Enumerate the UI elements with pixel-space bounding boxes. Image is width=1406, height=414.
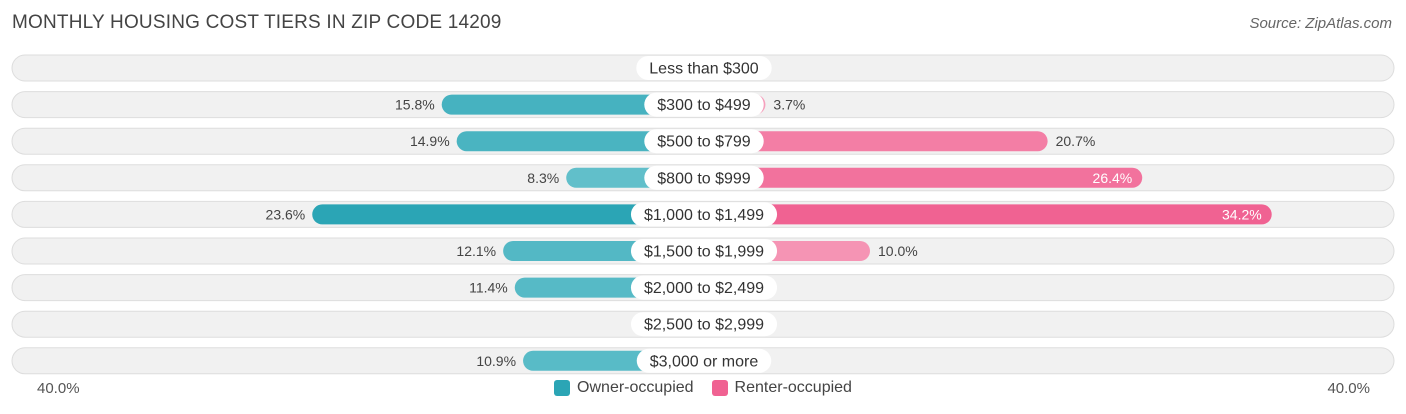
value-label-owner: 11.4% xyxy=(469,280,508,296)
bar-renter xyxy=(704,131,1048,152)
legend-swatch-renter xyxy=(711,380,728,396)
category-label: $2,500 to $2,999 xyxy=(644,317,764,334)
category-label: $300 to $499 xyxy=(657,97,751,114)
bar-owner xyxy=(456,131,704,152)
legend-swatch-owner xyxy=(554,380,571,396)
legend-label-renter: Renter-occupied xyxy=(734,379,852,396)
axis-label-right: 40.0% xyxy=(1327,380,1370,397)
category-pill xyxy=(630,275,778,300)
value-label-owner: 10.9% xyxy=(476,353,516,369)
category-pill xyxy=(630,239,778,263)
category-label: $1,500 to $1,999 xyxy=(644,244,764,261)
legend-item-renter[interactable]: Renter-occupied xyxy=(711,379,852,397)
category-label: $2,000 to $2,499 xyxy=(644,280,764,297)
value-label-renter: 3.7% xyxy=(773,97,805,113)
category-label: Less than $300 xyxy=(649,61,759,78)
category-pill xyxy=(636,56,772,80)
value-label-owner: 15.8% xyxy=(395,97,435,113)
bar-owner xyxy=(441,94,704,115)
category-label: $500 to $799 xyxy=(657,134,751,151)
category-pill xyxy=(630,202,778,227)
value-label-renter: 20.7% xyxy=(1056,133,1096,149)
axis-label-left: 40.0% xyxy=(37,380,80,397)
legend-label-owner: Owner-occupied xyxy=(577,379,694,396)
category-label: $3,000 or more xyxy=(650,353,759,370)
legend: Owner-occupied Renter-occupied xyxy=(0,379,1406,397)
value-label-owner: 23.6% xyxy=(266,206,306,222)
value-label-renter: 34.2% xyxy=(1222,206,1262,222)
legend-item-owner[interactable]: Owner-occupied xyxy=(554,379,694,397)
value-label-renter: 10.0% xyxy=(878,243,918,259)
category-pill xyxy=(644,129,764,154)
bar-owner xyxy=(312,204,704,225)
category-label: $1,000 to $1,499 xyxy=(644,207,764,224)
category-pill xyxy=(630,312,778,337)
chart-source: Source: ZipAtlas.com xyxy=(1249,15,1392,32)
bar-renter xyxy=(704,167,1143,188)
category-pill xyxy=(644,165,764,190)
chart-title: MONTHLY HOUSING COST TIERS IN ZIP CODE 1… xyxy=(12,12,502,33)
value-label-owner: 12.1% xyxy=(456,243,496,259)
value-label-renter: 26.4% xyxy=(1093,170,1133,186)
category-pill xyxy=(644,92,764,117)
category-label: $800 to $999 xyxy=(657,170,751,187)
bar-renter xyxy=(704,204,1272,225)
value-label-owner: 8.3% xyxy=(527,170,559,186)
category-pill xyxy=(636,348,772,373)
value-label-owner: 14.9% xyxy=(410,133,450,149)
